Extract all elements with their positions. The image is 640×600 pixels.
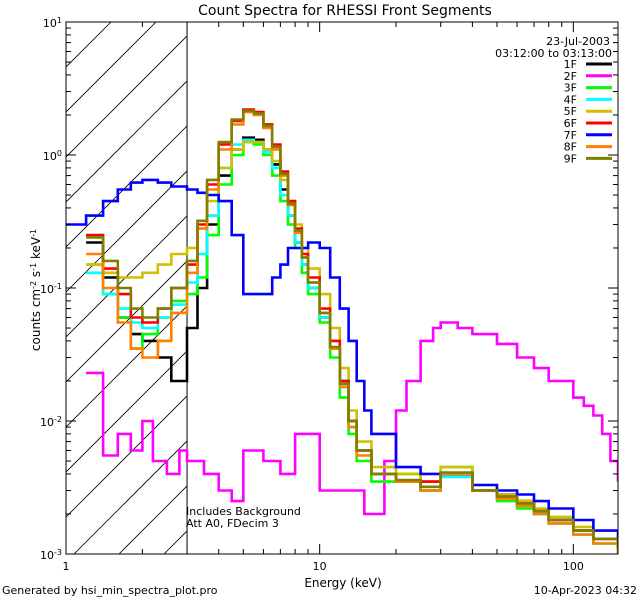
x-tick-label: 1 <box>63 560 70 573</box>
legend-label-6f: 6F <box>564 117 577 130</box>
x-axis-label: Energy (keV) <box>304 576 381 590</box>
legend-label-8f: 8F <box>564 141 577 154</box>
y-tick-label: 101 <box>43 16 62 31</box>
legend-label-1f: 1F <box>564 58 577 71</box>
footer-timestamp: 10-Apr-2023 04:32 <box>534 584 637 597</box>
y-axis-label-mid2: keV <box>29 236 43 263</box>
series-line-9f <box>86 109 618 549</box>
y-tick-label: 10-1 <box>40 282 62 297</box>
legend-label-2f: 2F <box>564 70 577 83</box>
series-group <box>66 108 618 554</box>
date-label: 23-Jul-2003 <box>546 35 610 48</box>
chart-title: Count Spectra for RHESSI Front Segments <box>198 3 492 19</box>
y-axis-label-base: counts cm <box>29 289 43 351</box>
y-axis-label-exp2: -1 <box>29 263 38 271</box>
legend-label-3f: 3F <box>564 82 577 95</box>
y-axis-label: counts cm-2 s-1 keV-1 <box>29 229 44 351</box>
legend-label-5f: 5F <box>564 105 577 118</box>
legend-label-4f: 4F <box>564 93 577 106</box>
y-axis-label-exp3: -1 <box>29 229 38 237</box>
footer-generated-by: Generated by hsi_min_spectra_plot.pro <box>2 584 218 597</box>
y-axis-label-exp1: -2 <box>29 281 38 289</box>
x-tick-label: 100 <box>563 560 584 573</box>
legend-label-9f: 9F <box>564 152 577 165</box>
axis-ticks: 1 10 100 10-3 10-2 10-1 100 101 <box>40 16 618 573</box>
legend-label-7f: 7F <box>564 129 577 142</box>
series-line-2f <box>86 321 618 516</box>
annotation-attenuator: Att A0, FDecim 3 <box>186 517 279 530</box>
annotation-background: Includes Background <box>186 505 301 518</box>
x-tick-label: 10 <box>313 560 327 573</box>
y-tick-label: 10-3 <box>40 548 62 563</box>
y-tick-label: 10-2 <box>40 415 62 430</box>
y-axis-label-mid1: s <box>29 271 43 281</box>
time-range-label: 03:12:00 to 03:13:00 <box>495 47 612 60</box>
y-tick-label: 100 <box>43 149 62 164</box>
